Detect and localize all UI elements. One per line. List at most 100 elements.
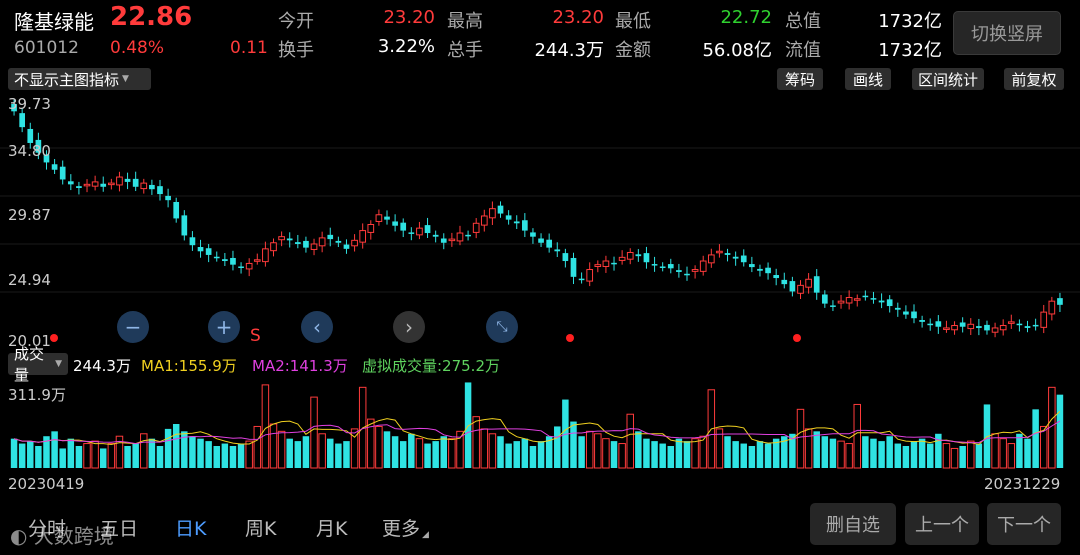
- volume-bar: [197, 438, 204, 468]
- candle: [845, 297, 853, 304]
- remove-favorite-button[interactable]: 删自选: [810, 503, 896, 545]
- tab-0[interactable]: 分时: [28, 518, 67, 540]
- volume-chart[interactable]: [0, 378, 1080, 470]
- candle: [343, 244, 350, 249]
- range-stats-button[interactable]: 区间统计: [912, 68, 984, 90]
- candle: [1032, 324, 1039, 327]
- volume-bar: [415, 438, 424, 469]
- scroll-left-icon[interactable]: ‹: [301, 311, 333, 343]
- volume-bar: [310, 396, 318, 469]
- next-stock-button[interactable]: 下一个: [987, 503, 1061, 545]
- candle: [667, 264, 674, 269]
- price-axis-label: 24.94: [8, 271, 51, 289]
- stat-label: 换手: [278, 40, 314, 61]
- candle: [951, 325, 958, 331]
- volume-bar: [350, 428, 359, 469]
- watermark-icon: ◐: [10, 524, 28, 548]
- volume-bar: [870, 438, 877, 468]
- candle: [732, 256, 739, 259]
- candle: [853, 298, 861, 301]
- draw-line-button[interactable]: 画线: [845, 68, 891, 90]
- stock-code: 601012: [14, 38, 79, 58]
- candle: [959, 322, 966, 327]
- candle: [935, 321, 942, 327]
- volume-bar: [391, 436, 399, 468]
- volume-bar: [327, 438, 334, 468]
- tab-3[interactable]: 周K: [245, 518, 277, 540]
- volume-bar: [399, 441, 407, 468]
- volume-bar: [302, 436, 310, 468]
- volume-bar: [651, 441, 658, 468]
- candle: [116, 176, 123, 186]
- volume-bar: [554, 426, 561, 468]
- volume-select[interactable]: 成交量 ▼: [8, 345, 68, 384]
- candle: [837, 300, 845, 304]
- candle: [286, 238, 293, 241]
- candle: [67, 181, 74, 185]
- candle: [699, 260, 707, 272]
- volume-bar: [521, 438, 529, 468]
- scroll-right-icon[interactable]: ›: [393, 311, 425, 343]
- volume-bar: [294, 441, 302, 468]
- change-amount: 0.11: [230, 38, 268, 58]
- tab-5[interactable]: 更多: [382, 518, 421, 540]
- candle: [181, 215, 188, 236]
- volume-bar: [432, 441, 439, 468]
- volume-bar: [205, 441, 212, 468]
- volume-bar: [878, 441, 885, 468]
- ma2-line: [13, 420, 1061, 445]
- volume-bar: [918, 438, 926, 468]
- volume-bar: [253, 425, 262, 469]
- candle: [392, 221, 398, 226]
- volume-bar: [796, 408, 805, 469]
- candle: [554, 249, 561, 252]
- candle: [108, 182, 115, 186]
- candlestick-chart[interactable]: [0, 90, 1080, 352]
- price-axis-label: 20.01: [8, 332, 51, 350]
- volume-bar: [335, 443, 342, 468]
- volume-bar: [926, 443, 934, 468]
- candle: [635, 254, 642, 257]
- collapse-icon[interactable]: ⤡: [486, 311, 518, 343]
- tab-4[interactable]: 月K: [316, 518, 348, 540]
- volume-bar: [675, 438, 683, 468]
- candle: [513, 221, 520, 224]
- candle: [294, 242, 301, 244]
- chips-button[interactable]: 筹码: [777, 68, 823, 90]
- volume-bar: [140, 433, 148, 469]
- volume-bar: [67, 438, 75, 468]
- volume-bar: [156, 446, 164, 468]
- candle: [197, 247, 204, 252]
- stat-label: 今开: [278, 11, 314, 32]
- switch-portrait-button[interactable]: 切换竖屏: [953, 11, 1061, 55]
- adjust-button[interactable]: 前复权: [1004, 68, 1064, 90]
- volume-bar: [237, 443, 245, 468]
- volume-bar: [740, 443, 747, 468]
- candle: [919, 320, 925, 322]
- tab-1[interactable]: 五日: [100, 518, 139, 540]
- zoom-out-icon[interactable]: −: [117, 311, 149, 343]
- candle: [375, 214, 383, 222]
- volume-bar: [829, 438, 837, 468]
- volume-bar: [269, 423, 278, 469]
- candle: [253, 259, 261, 262]
- candle: [1057, 298, 1063, 305]
- indicator-select[interactable]: 不显示主图指标 ▼: [8, 68, 151, 90]
- stat-value: 22.72: [720, 7, 772, 28]
- zoom-in-icon[interactable]: +: [208, 311, 240, 343]
- stat-label: 最低: [615, 11, 651, 32]
- stat-value: 1732亿: [878, 11, 942, 32]
- volume-bar: [318, 433, 326, 469]
- volume-bar: [99, 448, 107, 468]
- candle: [684, 273, 690, 276]
- volume-bar: [172, 424, 180, 468]
- candle: [611, 262, 617, 265]
- candle: [781, 279, 788, 285]
- tab-2[interactable]: 日K: [175, 518, 207, 540]
- previous-stock-button[interactable]: 上一个: [905, 503, 979, 545]
- candle: [384, 216, 390, 220]
- volume-bar: [626, 413, 634, 469]
- stat-label: 总值: [785, 11, 821, 32]
- candle: [707, 254, 715, 264]
- volume-bar: [610, 441, 618, 468]
